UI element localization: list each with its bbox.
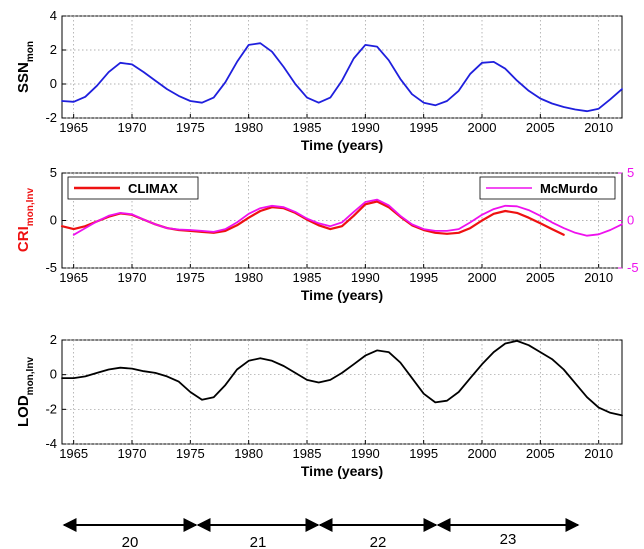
x-tick-label: 2000 bbox=[468, 446, 497, 461]
x-tick-label: 2010 bbox=[584, 270, 613, 285]
x-tick-label: 1975 bbox=[176, 120, 205, 135]
y-tick-labels: -2 0 2 4 bbox=[45, 8, 57, 125]
y-tick-label: 4 bbox=[50, 8, 57, 23]
x-tick-label: 2000 bbox=[468, 270, 497, 285]
x-axis-label: Time (years) bbox=[301, 463, 383, 479]
x-tick-label: 1995 bbox=[409, 270, 438, 285]
x-tick-label: 1970 bbox=[118, 446, 147, 461]
grid-lines bbox=[62, 172, 622, 269]
grid-lines bbox=[62, 339, 622, 445]
x-tick-label: 1990 bbox=[351, 270, 380, 285]
y-tick-labels: -4 -2 0 2 bbox=[45, 332, 57, 451]
x-tick-label: 2000 bbox=[468, 120, 497, 135]
y-tick-label: 2 bbox=[50, 332, 57, 347]
cycle-label-21: 21 bbox=[250, 534, 267, 549]
x-tick-label: 1985 bbox=[293, 270, 322, 285]
series-line-0 bbox=[61, 339, 623, 417]
panel-ssn: 1965 1970 1975 1980 1985 1990 1995 2000 2005 2010… bbox=[15, 8, 623, 153]
x-tick-label: 1965 bbox=[59, 446, 88, 461]
y-tick-label: 0 bbox=[50, 213, 57, 228]
y-tick-labels: -5 0 5 bbox=[45, 165, 57, 275]
legend-box bbox=[67, 176, 199, 200]
y-tick-label: -2 bbox=[45, 401, 57, 416]
x-tick-labels: 1965 1970 1975 1980 1985 1990 1995 2000 2005 2010 bbox=[59, 120, 613, 135]
x-tick-label: 1975 bbox=[176, 446, 205, 461]
x-tick-labels: 1965 1970 1975 1980 1985 1990 1995 2000 2005 2010 bbox=[59, 270, 613, 285]
legend-mcmurdo: McMurdo bbox=[479, 176, 616, 200]
y-axis-label-main: SSN bbox=[15, 62, 32, 93]
x-tick-label: 1980 bbox=[234, 446, 263, 461]
y-tick-label: 5 bbox=[50, 165, 57, 180]
x-tick-label: 2005 bbox=[526, 446, 555, 461]
series-line-0 bbox=[61, 42, 623, 113]
x-tick-label: 1995 bbox=[409, 446, 438, 461]
legend-climax: CLIMAX bbox=[67, 176, 199, 200]
series-group bbox=[60, 198, 623, 237]
y-tick-label: 0 bbox=[50, 76, 57, 91]
y-axis-label-sub: mon,Inv bbox=[25, 357, 36, 396]
x-axis-label: Time (years) bbox=[301, 137, 383, 153]
y-right-tick-labels: -5 0 5 bbox=[618, 165, 639, 275]
grid-lines bbox=[62, 15, 622, 119]
cycle-label-20: 20 bbox=[122, 534, 139, 549]
x-tick-label: 1985 bbox=[293, 120, 322, 135]
x-tick-label: 1995 bbox=[409, 120, 438, 135]
y-tick-label: -2 bbox=[45, 110, 57, 125]
cycle-arrows: 20 21 22 23 bbox=[62, 518, 580, 549]
legend-box bbox=[479, 176, 616, 200]
x-tick-label: 1970 bbox=[118, 120, 147, 135]
series-group bbox=[61, 42, 623, 113]
x-tick-labels: 1965 1970 1975 1980 1985 1990 1995 2000 2005 2010 bbox=[59, 446, 613, 461]
plot-area bbox=[61, 339, 623, 445]
x-tick-label: 2005 bbox=[526, 120, 555, 135]
panel-cri: 1965 1970 1975 1980 1985 1990 1995 2000 2005 2010… bbox=[15, 165, 639, 303]
y-right-tick-label: -5 bbox=[627, 260, 639, 275]
y-axis-label-main: CRI bbox=[15, 226, 32, 252]
cycle-label-22: 22 bbox=[370, 534, 387, 549]
plot-area bbox=[61, 15, 623, 119]
x-axis-label: Time (years) bbox=[301, 287, 383, 303]
x-tick-label: 2010 bbox=[584, 446, 613, 461]
y-tick-label: 0 bbox=[50, 367, 57, 382]
panel-lod: 1965 1970 1975 1980 1985 1990 1995 2000 2005 2010… bbox=[15, 332, 623, 479]
x-tick-label: 1970 bbox=[118, 270, 147, 285]
y-tick-label: 2 bbox=[50, 42, 57, 57]
y-axis-label-main: LOD bbox=[15, 395, 32, 427]
y-axis-label: CRImon,Inv bbox=[15, 187, 36, 252]
x-tick-label: 1990 bbox=[351, 446, 380, 461]
cycle-label-23: 23 bbox=[500, 531, 517, 548]
legend-label-mcmurdo: McMurdo bbox=[540, 181, 598, 196]
y-right-tick-label: 0 bbox=[627, 213, 634, 228]
x-tick-label: 1980 bbox=[234, 270, 263, 285]
series-group bbox=[61, 339, 623, 417]
x-tick-label: 1980 bbox=[234, 120, 263, 135]
x-tick-label: 2005 bbox=[526, 270, 555, 285]
x-tick-label: 1965 bbox=[59, 270, 88, 285]
y-axis-label: LODmon,Inv bbox=[15, 357, 36, 427]
y-axis-label-sub: mon bbox=[25, 41, 36, 62]
series-line-1 bbox=[72, 198, 623, 237]
x-tick-label: 2010 bbox=[584, 120, 613, 135]
x-tick-label: 1975 bbox=[176, 270, 205, 285]
x-tick-label: 1985 bbox=[293, 446, 322, 461]
y-tick-label: -4 bbox=[45, 436, 57, 451]
y-right-tick-label: 5 bbox=[627, 165, 634, 180]
x-tick-label: 1990 bbox=[351, 120, 380, 135]
legend-label-climax: CLIMAX bbox=[128, 181, 178, 196]
x-tick-label: 1965 bbox=[59, 120, 88, 135]
y-axis-label: SSNmon bbox=[15, 41, 36, 93]
y-tick-label: -5 bbox=[45, 260, 57, 275]
y-axis-label-sub: mon,Inv bbox=[25, 187, 36, 226]
